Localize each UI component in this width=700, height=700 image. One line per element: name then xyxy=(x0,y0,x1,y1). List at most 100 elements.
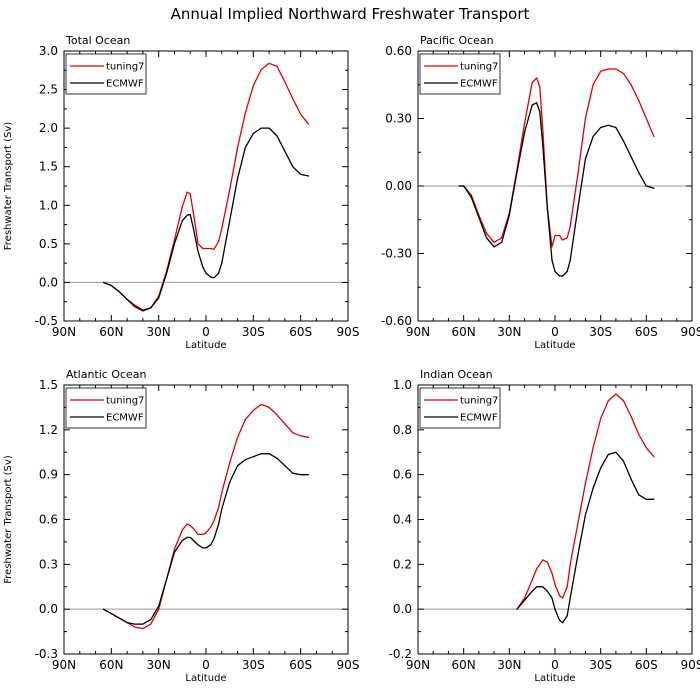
data-point-tuning7 xyxy=(276,65,278,68)
data-point-ecmwf xyxy=(463,185,465,187)
data-point-ecmwf xyxy=(546,590,548,592)
data-point-tuning7 xyxy=(653,135,655,138)
panel-4: 90N 60N 30N 0 30S 60S 90S -0.2 0.0 0.2 0.4 0.6 0.8 1.… xyxy=(389,368,700,684)
data-point-tuning7 xyxy=(229,462,231,464)
x-tick-label: 30N xyxy=(147,658,171,672)
y-tick-label: 0.30 xyxy=(385,112,412,126)
series-line-tuning7 xyxy=(459,68,655,248)
data-point-tuning7 xyxy=(260,68,262,71)
y-tick-label: 1.5 xyxy=(39,378,58,392)
legend-label-tuning7: tuning7 xyxy=(460,62,498,73)
x-tick-label: 90N xyxy=(52,325,76,339)
data-point-tuning7 xyxy=(221,492,223,494)
data-point-ecmwf xyxy=(523,131,526,133)
data-point-ecmwf xyxy=(134,304,136,307)
data-point-ecmwf xyxy=(307,474,310,476)
data-point-ecmwf xyxy=(284,465,286,467)
data-point-ecmwf xyxy=(615,126,617,129)
data-point-ecmwf xyxy=(569,597,571,599)
y-tick-label: 0.8 xyxy=(393,423,412,437)
data-point-ecmwf xyxy=(653,187,655,189)
data-point-tuning7 xyxy=(569,225,571,228)
data-point-ecmwf xyxy=(536,102,538,104)
y-tick-label: -0.60 xyxy=(381,314,412,328)
x-tick-label: 30S xyxy=(589,658,612,672)
data-point-ecmwf xyxy=(205,547,207,549)
data-point-ecmwf xyxy=(142,623,144,625)
data-point-tuning7 xyxy=(210,526,212,528)
y-tick-label: -0.5 xyxy=(35,314,58,328)
data-point-tuning7 xyxy=(142,627,144,630)
series-line-ecmwf xyxy=(103,453,309,625)
data-point-tuning7 xyxy=(539,563,541,565)
data-point-tuning7 xyxy=(192,527,194,530)
data-point-tuning7 xyxy=(539,86,541,88)
data-point-tuning7 xyxy=(202,533,204,536)
series-line-tuning7 xyxy=(103,403,309,630)
data-point-ecmwf xyxy=(622,140,625,142)
data-point-ecmwf xyxy=(142,309,144,311)
data-point-ecmwf xyxy=(236,465,239,467)
data-point-tuning7 xyxy=(470,194,472,196)
data-point-ecmwf xyxy=(213,277,215,279)
data-point-tuning7 xyxy=(607,400,609,402)
x-tick-label: 30N xyxy=(497,658,521,672)
data-point-tuning7 xyxy=(218,240,220,243)
data-point-tuning7 xyxy=(638,433,640,435)
panel-2: 90N 60N 30N 0 30S 60S 90S -0.60 -0.30 0.00 0.30 0.6… xyxy=(381,34,700,351)
data-point-tuning7 xyxy=(210,247,212,250)
data-point-ecmwf xyxy=(150,619,152,621)
data-point-tuning7 xyxy=(244,112,247,114)
data-point-tuning7 xyxy=(307,123,310,125)
data-point-ecmwf xyxy=(501,241,503,243)
data-point-tuning7 xyxy=(268,62,270,64)
data-point-ecmwf xyxy=(292,472,294,474)
data-point-ecmwf xyxy=(260,127,262,129)
data-point-ecmwf xyxy=(539,111,541,113)
data-point-tuning7 xyxy=(134,306,136,308)
y-tick-label: 0.0 xyxy=(39,602,58,616)
y-tick-label: 0.60 xyxy=(385,44,412,58)
data-point-ecmwf xyxy=(539,586,541,588)
data-point-ecmwf xyxy=(478,216,480,219)
data-point-ecmwf xyxy=(508,214,510,216)
data-point-ecmwf xyxy=(542,144,544,147)
data-point-tuning7 xyxy=(546,561,548,563)
data-point-tuning7 xyxy=(485,232,488,234)
data-point-ecmwf xyxy=(150,307,152,309)
legend-box xyxy=(419,53,501,95)
data-point-ecmwf xyxy=(205,272,207,274)
data-point-tuning7 xyxy=(566,237,568,239)
legend-label-tuning7: tuning7 xyxy=(106,396,144,407)
data-point-tuning7 xyxy=(592,84,594,86)
data-point-ecmwf xyxy=(470,196,472,198)
x-tick-label: 90S xyxy=(681,658,700,672)
data-point-tuning7 xyxy=(197,533,199,536)
data-point-tuning7 xyxy=(202,247,204,250)
data-point-tuning7 xyxy=(536,568,538,570)
x-tick-label: 60N xyxy=(452,325,476,339)
data-point-ecmwf xyxy=(536,586,538,588)
data-point-ecmwf xyxy=(276,135,278,137)
data-point-ecmwf xyxy=(189,536,191,539)
data-point-ecmwf xyxy=(197,250,199,253)
data-point-ecmwf xyxy=(531,590,533,592)
y-tick-label: 1.2 xyxy=(39,423,58,437)
data-point-tuning7 xyxy=(213,248,215,250)
data-point-tuning7 xyxy=(622,400,625,402)
data-point-ecmwf xyxy=(554,270,556,273)
x-tick-label: 30N xyxy=(497,325,521,339)
data-point-ecmwf xyxy=(638,494,640,496)
y-tick-label: -0.3 xyxy=(35,647,58,661)
x-tick-label: 90S xyxy=(681,325,700,339)
data-point-ecmwf xyxy=(165,578,168,580)
data-point-ecmwf xyxy=(558,619,561,621)
y-tick-label: 1.0 xyxy=(39,198,58,212)
y-axis-label: Freshwater Transport (Sv) xyxy=(3,455,14,584)
data-point-ecmwf xyxy=(218,523,220,525)
data-point-ecmwf xyxy=(551,597,553,599)
data-point-tuning7 xyxy=(558,595,561,597)
series-line-ecmwf xyxy=(516,451,654,624)
data-point-tuning7 xyxy=(584,117,587,120)
